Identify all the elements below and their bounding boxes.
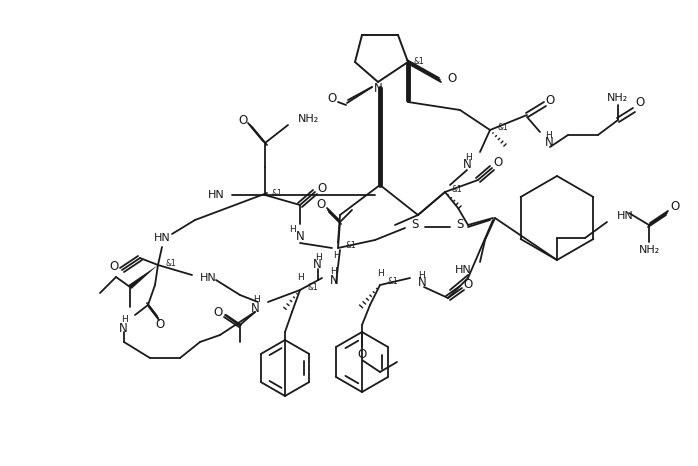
Text: &1: &1 — [497, 123, 507, 132]
Text: O: O — [463, 277, 473, 290]
Text: N: N — [313, 259, 322, 272]
Text: S: S — [456, 218, 463, 231]
Text: O: O — [670, 200, 680, 213]
Text: H: H — [377, 269, 383, 279]
Text: &1: &1 — [272, 189, 283, 198]
Text: &1: &1 — [165, 259, 176, 267]
Text: NH₂: NH₂ — [639, 245, 660, 255]
Text: O: O — [635, 96, 645, 110]
Text: O: O — [316, 199, 326, 212]
Text: N: N — [251, 302, 260, 315]
Text: N: N — [330, 274, 339, 287]
Text: N: N — [373, 82, 383, 95]
Text: O: O — [110, 260, 119, 273]
Text: O: O — [156, 318, 165, 331]
Text: O: O — [545, 94, 555, 107]
Text: H: H — [121, 315, 128, 324]
Text: HN: HN — [208, 190, 225, 200]
Text: O: O — [318, 181, 327, 194]
Text: HN: HN — [200, 273, 217, 283]
Text: O: O — [327, 92, 336, 105]
Text: N: N — [418, 276, 426, 289]
Text: &1: &1 — [307, 282, 318, 292]
Text: H: H — [330, 267, 336, 276]
Text: H: H — [466, 153, 472, 163]
Text: H: H — [545, 131, 551, 141]
Text: N: N — [545, 137, 554, 150]
Text: H: H — [333, 252, 339, 260]
Text: &1: &1 — [414, 57, 425, 67]
Text: N: N — [119, 322, 128, 335]
Text: NH₂: NH₂ — [298, 114, 319, 124]
Text: &1: &1 — [387, 277, 398, 287]
Text: O: O — [493, 157, 503, 170]
Text: H: H — [297, 274, 304, 282]
Text: H: H — [253, 295, 260, 304]
Text: &1: &1 — [452, 185, 463, 194]
Polygon shape — [128, 265, 158, 289]
Text: &1: &1 — [345, 240, 356, 249]
Text: N: N — [463, 158, 472, 171]
Text: O: O — [214, 306, 223, 318]
Text: H: H — [315, 254, 322, 262]
Text: HN: HN — [154, 233, 170, 243]
Text: HN: HN — [617, 211, 634, 221]
Text: O: O — [357, 348, 366, 361]
Text: S: S — [411, 219, 419, 232]
Text: H: H — [289, 225, 296, 233]
Text: O: O — [447, 71, 456, 84]
Text: NH₂: NH₂ — [607, 93, 629, 103]
Text: O: O — [239, 114, 248, 126]
Text: HN: HN — [455, 265, 472, 275]
Text: H: H — [418, 270, 425, 280]
Text: N: N — [296, 231, 304, 244]
